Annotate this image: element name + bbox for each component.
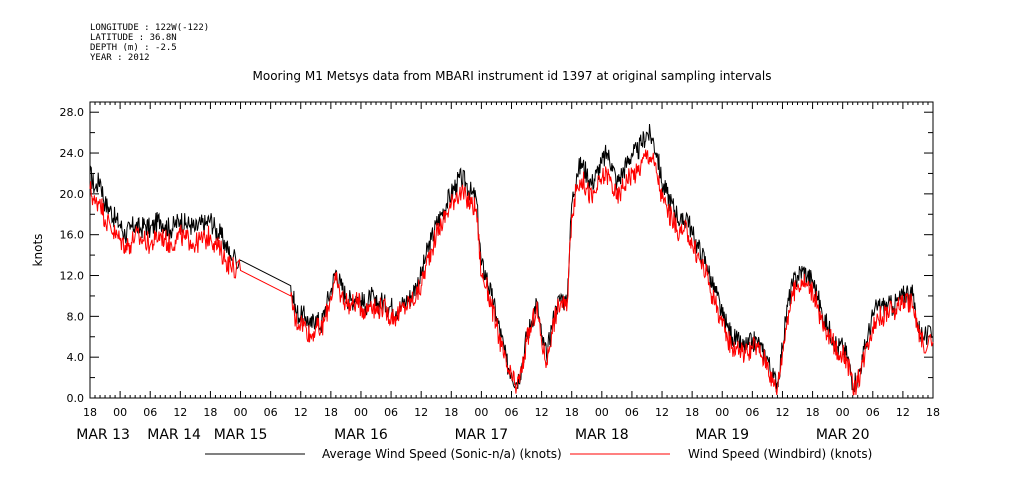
- x-hour-label: 00: [595, 406, 609, 419]
- x-date-label: MAR 17: [455, 427, 509, 443]
- x-date-label: MAR 16: [334, 427, 388, 443]
- x-axis-ticks: 18 00 06 12 18 00 06 12 18 00 06 12 18 00 06 12 18 00 06 12…: [76, 102, 940, 443]
- x-date-label: MAR 14: [147, 427, 201, 443]
- x-hour-label: 00: [354, 406, 368, 419]
- x-hour-label: 12: [896, 406, 910, 419]
- x-hour-label: 18: [83, 406, 97, 419]
- x-date-label: MAR 19: [695, 427, 749, 443]
- x-hour-label: 12: [294, 406, 308, 419]
- x-hour-label: 18: [324, 406, 338, 419]
- x-date-label: MAR 18: [575, 427, 629, 443]
- x-hour-label: 00: [113, 406, 127, 419]
- x-hour-label: 12: [655, 406, 669, 419]
- legend-label-average-wind: Average Wind Speed (Sonic-n/a) (knots): [322, 447, 562, 461]
- y-tick-label: 28.0: [60, 106, 85, 119]
- x-hour-label: 00: [715, 406, 729, 419]
- x-hour-label: 06: [745, 406, 759, 419]
- x-hour-label: 12: [414, 406, 428, 419]
- y-tick-label: 12.0: [60, 270, 85, 283]
- y-axis-label: knots: [31, 234, 45, 267]
- x-hour-label: 12: [775, 406, 789, 419]
- y-tick-label: 16.0: [60, 229, 85, 242]
- chart-title: Mooring M1 Metsys data from MBARI instru…: [253, 69, 772, 83]
- x-hour-label: 06: [866, 406, 880, 419]
- x-hour-label: 12: [535, 406, 549, 419]
- x-hour-label: 06: [264, 406, 278, 419]
- x-hour-label: 06: [384, 406, 398, 419]
- x-hour-label: 00: [836, 406, 850, 419]
- series-line-average-wind: [89, 123, 934, 393]
- x-hour-label: 12: [173, 406, 187, 419]
- y-axis-ticks: 0.0 4.0 8.0 12.0 16.0 20.0 24.0 28.0: [60, 106, 933, 405]
- latitude-label: LATITUDE : 36.8N: [90, 33, 177, 43]
- y-tick-label: 20.0: [60, 188, 85, 201]
- y-tick-label: 0.0: [67, 392, 85, 405]
- x-hour-label: 06: [625, 406, 639, 419]
- x-hour-label: 00: [474, 406, 488, 419]
- y-tick-label: 8.0: [67, 310, 85, 323]
- x-hour-label: 18: [444, 406, 458, 419]
- x-hour-label: 06: [505, 406, 519, 419]
- series-line-windbird: [89, 149, 934, 396]
- legend-label-windbird: Wind Speed (Windbird) (knots): [688, 447, 872, 461]
- x-hour-label: 06: [143, 406, 157, 419]
- y-tick-label: 24.0: [60, 147, 85, 160]
- x-hour-label: 00: [234, 406, 248, 419]
- x-date-label: MAR 20: [816, 427, 870, 443]
- x-hour-label: 18: [565, 406, 579, 419]
- x-hour-label: 18: [685, 406, 699, 419]
- x-date-label: MAR 15: [214, 427, 268, 443]
- year-label: YEAR : 2012: [90, 53, 150, 63]
- x-date-label: MAR 13: [76, 427, 130, 443]
- x-hour-label: 18: [203, 406, 217, 419]
- depth-label: DEPTH (m) : -2.5: [90, 43, 177, 53]
- longitude-label: LONGITUDE : 122W(-122): [90, 23, 209, 33]
- series-layer: [89, 123, 934, 396]
- x-hour-label: 18: [926, 406, 940, 419]
- x-hour-label: 18: [806, 406, 820, 419]
- y-tick-label: 4.0: [67, 351, 85, 364]
- legend: Average Wind Speed (Sonic-n/a) (knots) W…: [205, 447, 872, 461]
